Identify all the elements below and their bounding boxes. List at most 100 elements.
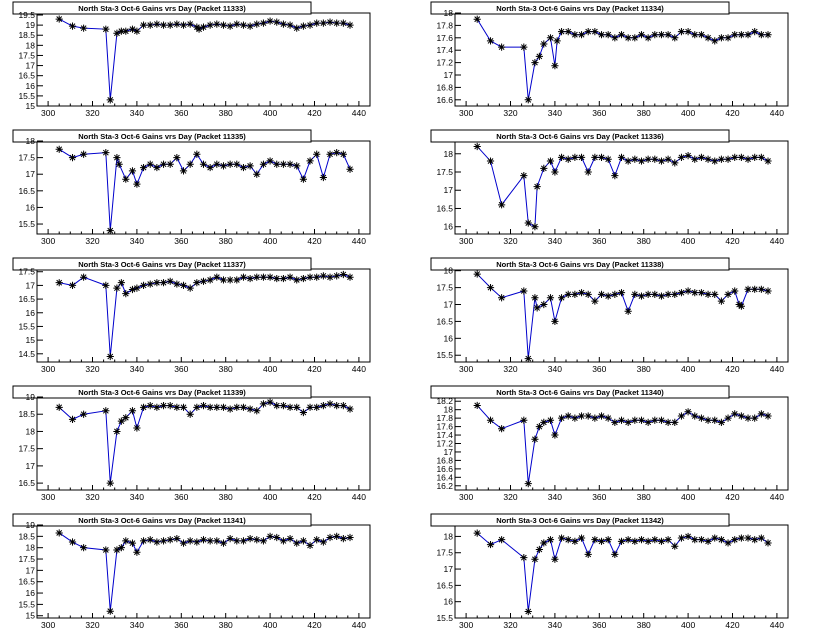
data-point: [179, 539, 188, 547]
y-tick-label: 16.6: [436, 464, 453, 474]
asterisk-marker: [239, 537, 248, 545]
data-point: [279, 274, 288, 283]
data-point: [651, 536, 659, 544]
data-point: [546, 416, 555, 424]
chart-title: North Sta-3 Oct-6 Gains vrs Day (Packet …: [78, 4, 246, 13]
asterisk-marker: [113, 427, 121, 436]
asterisk-marker: [644, 34, 652, 42]
asterisk-marker: [498, 43, 506, 51]
chart-panel: North Sta-3 Oct-6 Gains vrs Day (Packet …: [12, 129, 371, 246]
x-tick-label: 380: [219, 108, 233, 118]
asterisk-marker: [279, 274, 288, 283]
data-point: [564, 412, 572, 420]
asterisk-marker: [333, 272, 341, 280]
x-tick-label: 340: [130, 620, 144, 630]
asterisk-marker: [737, 31, 745, 39]
x-tick-label: 420: [307, 620, 321, 630]
data-point: [313, 536, 321, 544]
data-point: [186, 20, 194, 28]
y-tick-label: 18.5: [18, 409, 35, 419]
asterisk-marker: [239, 403, 248, 411]
x-tick-label: 420: [307, 492, 321, 502]
data-point: [657, 537, 666, 545]
asterisk-marker: [128, 167, 137, 175]
asterisk-marker: [677, 153, 686, 162]
asterisk-marker: [657, 31, 666, 39]
data-point: [617, 537, 626, 545]
asterisk-marker: [531, 223, 539, 231]
data-point: [611, 290, 619, 298]
data-point: [531, 294, 539, 302]
data-point: [637, 416, 646, 424]
data-point: [486, 37, 495, 45]
asterisk-marker: [744, 31, 752, 39]
asterisk-marker: [139, 537, 148, 545]
data-point: [106, 96, 114, 104]
data-point: [671, 542, 679, 550]
asterisk-marker: [664, 290, 672, 298]
chart-title: North Sta-3 Oct-6 Gains vrs Day (Packet …: [496, 260, 664, 269]
asterisk-marker: [473, 142, 481, 151]
asterisk-marker: [219, 162, 228, 170]
asterisk-marker: [644, 537, 652, 545]
data-point: [233, 537, 241, 545]
data-point: [584, 412, 592, 420]
y-tick-label: 16: [26, 308, 36, 318]
data-point: [113, 427, 121, 436]
asterisk-marker: [139, 281, 148, 290]
asterisk-marker: [279, 402, 288, 410]
asterisk-marker: [677, 412, 686, 420]
data-point: [724, 290, 732, 298]
data-point: [122, 27, 130, 35]
data-point: [677, 153, 686, 162]
data-point: [617, 31, 626, 39]
data-point: [704, 155, 712, 163]
asterisk-marker: [624, 34, 632, 42]
x-tick-label: 440: [770, 364, 784, 374]
asterisk-marker: [122, 175, 130, 183]
data-point: [473, 15, 481, 23]
asterisk-marker: [473, 401, 481, 410]
title-frame: [12, 1, 312, 15]
y-axis: 15.5 16 16.5 17 17.5 18: [18, 136, 43, 229]
data-point: [564, 155, 572, 163]
data-point: [520, 43, 528, 51]
asterisk-marker: [80, 410, 88, 418]
asterisk-marker: [226, 276, 234, 284]
x-tick-label: 380: [637, 492, 651, 502]
x-tick-label: 300: [41, 620, 55, 630]
plot-frame: [454, 268, 789, 363]
chart-title: North Sta-3 Oct-6 Gains vrs Day (Packet …: [78, 132, 246, 141]
asterisk-marker: [604, 31, 612, 39]
data-point: [520, 416, 528, 424]
asterisk-marker: [624, 157, 632, 165]
asterisk-marker: [564, 28, 572, 36]
data-point: [273, 160, 281, 168]
data-point: [691, 289, 699, 297]
asterisk-marker: [551, 317, 559, 326]
data-point: [691, 31, 699, 39]
data-point: [319, 538, 327, 546]
data-point: [535, 52, 543, 60]
data-point: [697, 414, 706, 422]
data-point: [637, 536, 646, 544]
data-point: [313, 19, 321, 27]
data-point: [319, 19, 327, 27]
data-point: [717, 297, 725, 305]
data-point: [153, 20, 161, 28]
x-tick-label: 360: [174, 108, 188, 118]
data-point: [199, 160, 208, 168]
data-point: [346, 405, 354, 413]
asterisk-marker: [166, 277, 174, 285]
y-tick-label: 16.5: [18, 186, 35, 196]
asterisk-marker: [540, 40, 548, 48]
series-line: [58, 148, 351, 231]
data-point: [259, 19, 268, 27]
asterisk-marker: [604, 414, 612, 422]
asterisk-marker: [179, 281, 188, 290]
asterisk-marker: [55, 403, 63, 411]
asterisk-marker: [173, 20, 181, 28]
data-point: [535, 545, 543, 554]
asterisk-marker: [584, 28, 592, 36]
